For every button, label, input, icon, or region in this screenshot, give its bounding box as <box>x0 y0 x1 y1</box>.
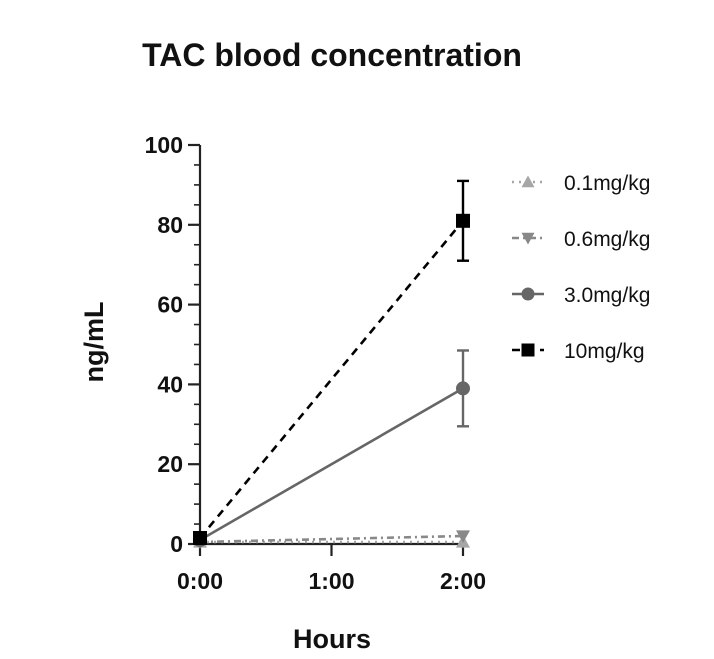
series-layer <box>193 179 470 550</box>
plot-area: 0 20 40 60 80 100 0:00 1:00 2:00 <box>145 132 486 594</box>
y-ticks: 0 20 40 60 80 100 <box>145 132 200 557</box>
x-axis-label: Hours <box>293 624 371 654</box>
legend-marker <box>521 232 535 245</box>
series-line <box>198 219 465 539</box>
legend-marker <box>521 175 535 188</box>
data-point <box>456 530 470 544</box>
data-point <box>193 531 207 546</box>
data-point <box>456 381 470 396</box>
x-ticks: 0:00 1:00 2:00 <box>177 544 486 594</box>
x-tick-label: 0:00 <box>177 568 223 594</box>
series-line <box>199 534 464 544</box>
legend-label: 3.0mg/kg <box>564 284 650 307</box>
legend-item: 0.6mg/kg <box>512 228 650 251</box>
y-tick-label: 80 <box>157 212 183 238</box>
x-tick-label: 2:00 <box>440 568 486 594</box>
y-tick-label: 20 <box>157 451 183 477</box>
y-tick-label: 60 <box>157 292 183 318</box>
legend-marker <box>521 343 535 357</box>
y-tick-label: 40 <box>157 371 183 397</box>
legend: 0.1mg/kg 0.6mg/kg 3.0mg/kg 10mg/kg <box>512 172 650 363</box>
chart-title: TAC blood concentration <box>142 37 522 73</box>
legend-label: 0.6mg/kg <box>564 228 650 251</box>
y-tick-label: 100 <box>145 132 183 158</box>
data-point <box>456 213 470 228</box>
legend-item: 0.1mg/kg <box>512 172 650 195</box>
series-3.0mg/kg <box>193 349 470 548</box>
y-axis-label: ng/mL <box>79 302 109 383</box>
series-10mg/kg <box>193 179 470 546</box>
x-tick-label: 1:00 <box>308 568 354 594</box>
legend-marker <box>521 287 535 301</box>
legend-label: 0.1mg/kg <box>564 172 650 195</box>
legend-label: 10mg/kg <box>564 340 645 363</box>
series-line <box>199 387 464 542</box>
legend-item: 3.0mg/kg <box>512 284 650 307</box>
legend-item: 10mg/kg <box>512 340 645 363</box>
y-tick-label: 0 <box>170 531 183 557</box>
